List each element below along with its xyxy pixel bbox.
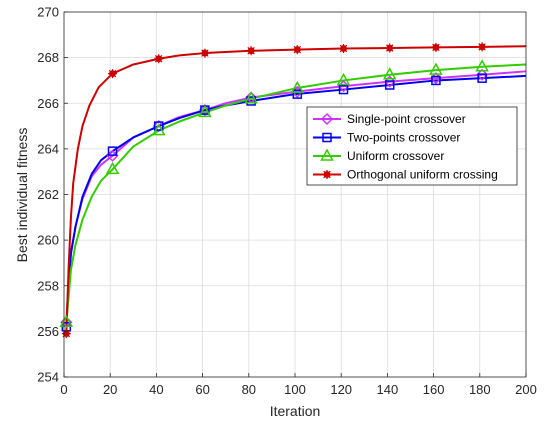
data-point-marker: [431, 42, 441, 52]
data-point-marker: [246, 46, 256, 56]
data-point-marker: [476, 68, 489, 81]
series-markers: [59, 42, 489, 339]
data-point-marker: [59, 314, 74, 327]
data-point-marker: [429, 62, 443, 75]
data-point-marker: [61, 329, 71, 339]
legend-label: Single-point crossover: [347, 112, 466, 126]
data-point-marker: [431, 75, 441, 86]
x-tick-label: 200: [515, 382, 537, 397]
data-point-marker: [108, 69, 118, 79]
legend-item: Orthogonal uniform crossing: [313, 168, 498, 182]
data-point-marker: [384, 80, 395, 90]
x-tick-label: 60: [195, 382, 209, 397]
data-point-marker: [107, 146, 118, 156]
y-axis-label: Best individual fitness: [14, 128, 30, 263]
legend-item: Uniform crossover: [313, 148, 444, 163]
legend: Single-point crossover Two-points crossov…: [306, 106, 518, 186]
y-tick-label: 268: [37, 50, 59, 65]
data-point-marker: [153, 121, 164, 131]
data-point-marker: [477, 73, 487, 83]
data-point-marker: [477, 42, 487, 52]
data-point-marker: [292, 45, 302, 55]
y-tick-label: 266: [37, 96, 59, 111]
legend-item: Two-points crossover: [313, 131, 460, 145]
y-axis-ticks: 254 256 258 260 262 264 266 268 270: [37, 5, 68, 385]
legend-label: Uniform crossover: [347, 149, 444, 163]
x-tick-label: 180: [469, 382, 491, 397]
series-lines: [65, 45, 527, 334]
x-axis-ticks: 0 20 40 60 80 100 120 140 160 180 200: [60, 373, 537, 397]
legend-marker: [322, 170, 332, 179]
legend-marker: [320, 148, 334, 161]
x-tick-label: 80: [242, 382, 256, 397]
legend-marker: [322, 132, 332, 143]
data-point-marker: [60, 316, 73, 329]
y-tick-label: 258: [37, 278, 59, 293]
legend-label: Orthogonal uniform crossing: [347, 168, 498, 182]
series-markers-4: [61, 42, 487, 339]
data-point-marker: [336, 72, 351, 86]
data-point-marker: [292, 89, 303, 99]
data-point-marker: [383, 75, 396, 88]
x-axis-label: Iteration: [270, 403, 321, 419]
data-point-marker: [105, 161, 120, 175]
x-tick-label: 20: [103, 382, 117, 397]
legend-label: Two-points crossover: [347, 131, 460, 145]
series-line-2: [65, 74, 527, 327]
data-point-marker: [339, 44, 349, 53]
x-tick-label: 100: [284, 382, 306, 397]
legend-item: Single-point crossover: [313, 112, 466, 126]
y-tick-label: 262: [37, 187, 59, 202]
data-point-marker: [475, 59, 489, 72]
legend-box: [306, 106, 518, 186]
x-tick-label: 140: [377, 382, 399, 397]
data-point-marker: [154, 54, 164, 64]
series-markers-3: [59, 59, 489, 327]
data-point-marker: [290, 80, 305, 94]
y-tick-label: 256: [37, 324, 59, 339]
y-tick-label: 264: [37, 141, 59, 156]
y-tick-label: 270: [37, 5, 59, 20]
y-tick-label: 260: [37, 233, 59, 248]
x-tick-label: 160: [423, 382, 445, 397]
data-point-marker: [338, 84, 349, 95]
data-point-marker: [385, 43, 395, 53]
data-point-marker: [200, 48, 210, 58]
legend-marker: [320, 112, 334, 126]
x-tick-label: 0: [60, 382, 67, 397]
series-line-3: [65, 63, 527, 323]
data-point-marker: [244, 91, 258, 104]
x-tick-label: 40: [149, 382, 163, 397]
series-line-4: [65, 45, 527, 334]
data-point-marker: [151, 123, 166, 136]
y-tick-label: 254: [37, 370, 59, 385]
data-point-marker: [382, 67, 397, 80]
x-tick-label: 120: [330, 382, 352, 397]
data-point-marker: [198, 104, 212, 118]
